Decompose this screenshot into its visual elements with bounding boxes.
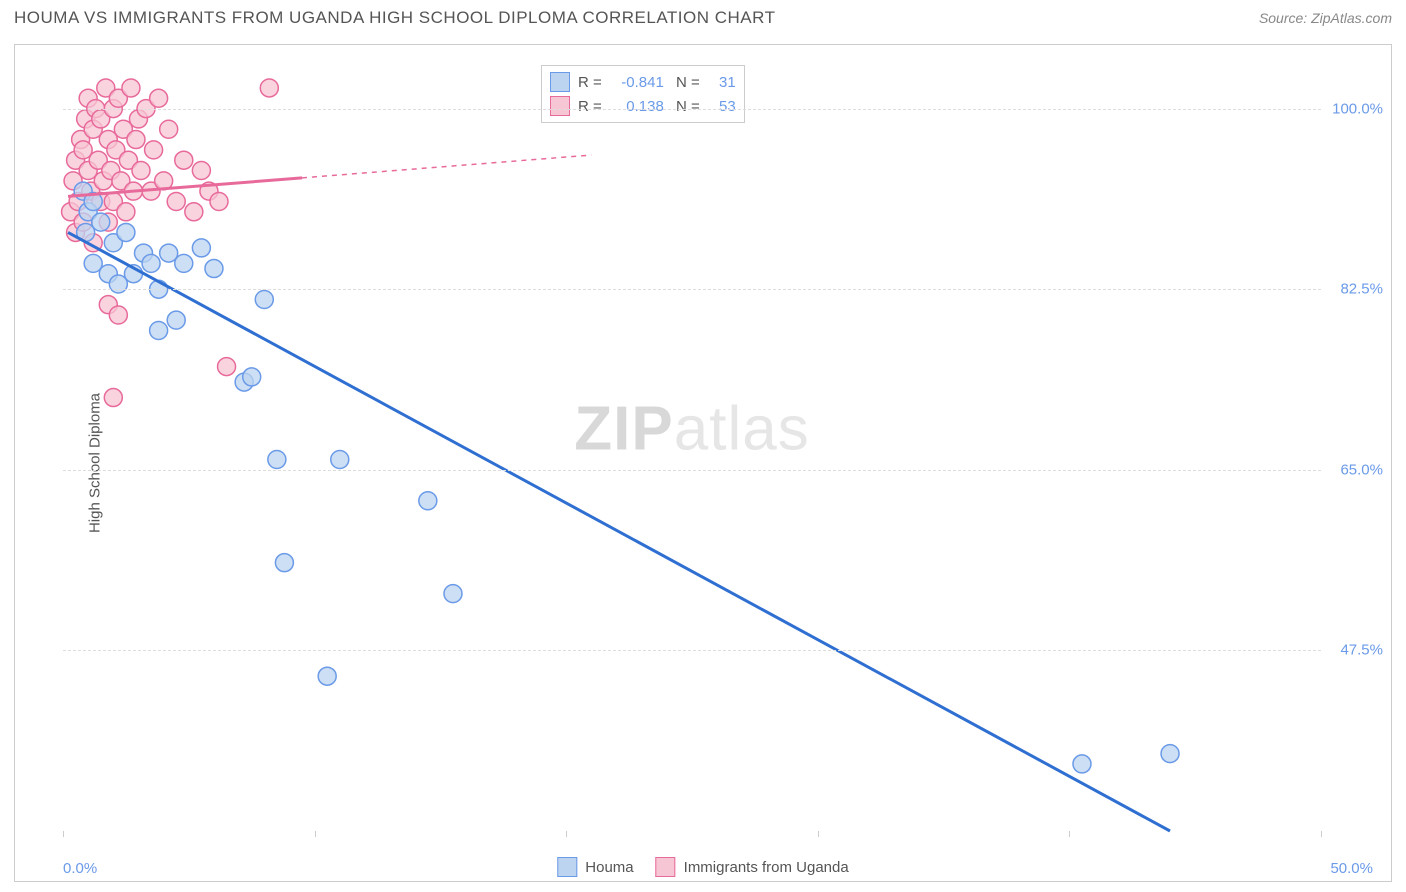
legend-label-1: Houma — [585, 859, 633, 876]
legend-swatch-2 — [656, 857, 676, 877]
data-point — [331, 450, 349, 468]
source-label: Source: ZipAtlas.com — [1259, 10, 1392, 26]
legend-swatch-1 — [557, 857, 577, 877]
grid-line — [63, 650, 1321, 651]
data-point — [1161, 745, 1179, 763]
y-tick-label: 65.0% — [1325, 461, 1383, 478]
data-point — [160, 120, 178, 138]
data-point — [318, 667, 336, 685]
plot-area: ZIPatlas R = -0.841 N = 31 R = 0.138 N =… — [63, 57, 1321, 831]
data-point — [132, 162, 150, 180]
chart-title: HOUMA VS IMMIGRANTS FROM UGANDA HIGH SCH… — [14, 8, 776, 28]
data-point — [218, 358, 236, 376]
data-point — [104, 389, 122, 407]
y-tick-label: 47.5% — [1325, 642, 1383, 659]
x-max-label: 50.0% — [1330, 860, 1373, 877]
x-tick — [63, 831, 64, 837]
data-point — [145, 141, 163, 159]
r-label: R = — [578, 98, 602, 115]
stats-row-series2: R = 0.138 N = 53 — [550, 94, 736, 118]
x-tick — [1069, 831, 1070, 837]
chart-container: High School Diploma ZIPatlas R = -0.841 … — [14, 44, 1392, 882]
data-point — [142, 254, 160, 272]
r-label: R = — [578, 74, 602, 91]
plot-svg — [63, 57, 1321, 831]
x-min-label: 0.0% — [63, 860, 97, 877]
data-point — [260, 79, 278, 97]
data-point — [109, 306, 127, 324]
n-value-1: 31 — [708, 74, 736, 91]
data-point — [167, 311, 185, 329]
data-point — [117, 203, 135, 221]
data-point — [175, 254, 193, 272]
data-point — [192, 162, 210, 180]
data-point — [150, 89, 168, 107]
stats-swatch-1 — [550, 72, 570, 92]
r-value-1: -0.841 — [610, 74, 664, 91]
legend-label-2: Immigrants from Uganda — [684, 859, 849, 876]
data-point — [92, 213, 110, 231]
data-point — [268, 450, 286, 468]
data-point — [210, 192, 228, 210]
x-tick — [315, 831, 316, 837]
x-tick — [818, 831, 819, 837]
data-point — [205, 260, 223, 278]
stats-swatch-2 — [550, 96, 570, 116]
data-point — [185, 203, 203, 221]
data-point — [275, 554, 293, 572]
stats-legend: R = -0.841 N = 31 R = 0.138 N = 53 — [541, 65, 745, 123]
grid-line — [63, 470, 1321, 471]
grid-line — [63, 109, 1321, 110]
data-point — [243, 368, 261, 386]
data-point — [117, 223, 135, 241]
r-value-2: 0.138 — [610, 98, 664, 115]
chart-header: HOUMA VS IMMIGRANTS FROM UGANDA HIGH SCH… — [0, 0, 1406, 32]
data-point — [150, 321, 168, 339]
n-value-2: 53 — [708, 98, 736, 115]
data-point — [127, 131, 145, 149]
legend-item-1: Houma — [557, 857, 633, 877]
data-point — [175, 151, 193, 169]
bottom-legend: Houma Immigrants from Uganda — [557, 857, 848, 877]
trend-line — [68, 232, 1170, 831]
y-tick-label: 100.0% — [1325, 100, 1383, 117]
data-point — [192, 239, 210, 257]
x-tick — [566, 831, 567, 837]
data-point — [167, 192, 185, 210]
data-point — [1073, 755, 1091, 773]
data-point — [122, 79, 140, 97]
x-tick — [1321, 831, 1322, 837]
n-label: N = — [672, 98, 700, 115]
y-tick-label: 82.5% — [1325, 281, 1383, 298]
data-point — [444, 585, 462, 603]
grid-line — [63, 289, 1321, 290]
n-label: N = — [672, 74, 700, 91]
data-point — [419, 492, 437, 510]
data-point — [255, 291, 273, 309]
legend-item-2: Immigrants from Uganda — [656, 857, 849, 877]
stats-row-series1: R = -0.841 N = 31 — [550, 70, 736, 94]
trend-line-dashed — [302, 155, 591, 178]
